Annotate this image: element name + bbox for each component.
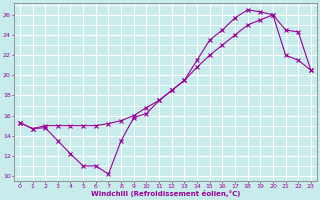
- X-axis label: Windchill (Refroidissement éolien,°C): Windchill (Refroidissement éolien,°C): [91, 190, 240, 197]
